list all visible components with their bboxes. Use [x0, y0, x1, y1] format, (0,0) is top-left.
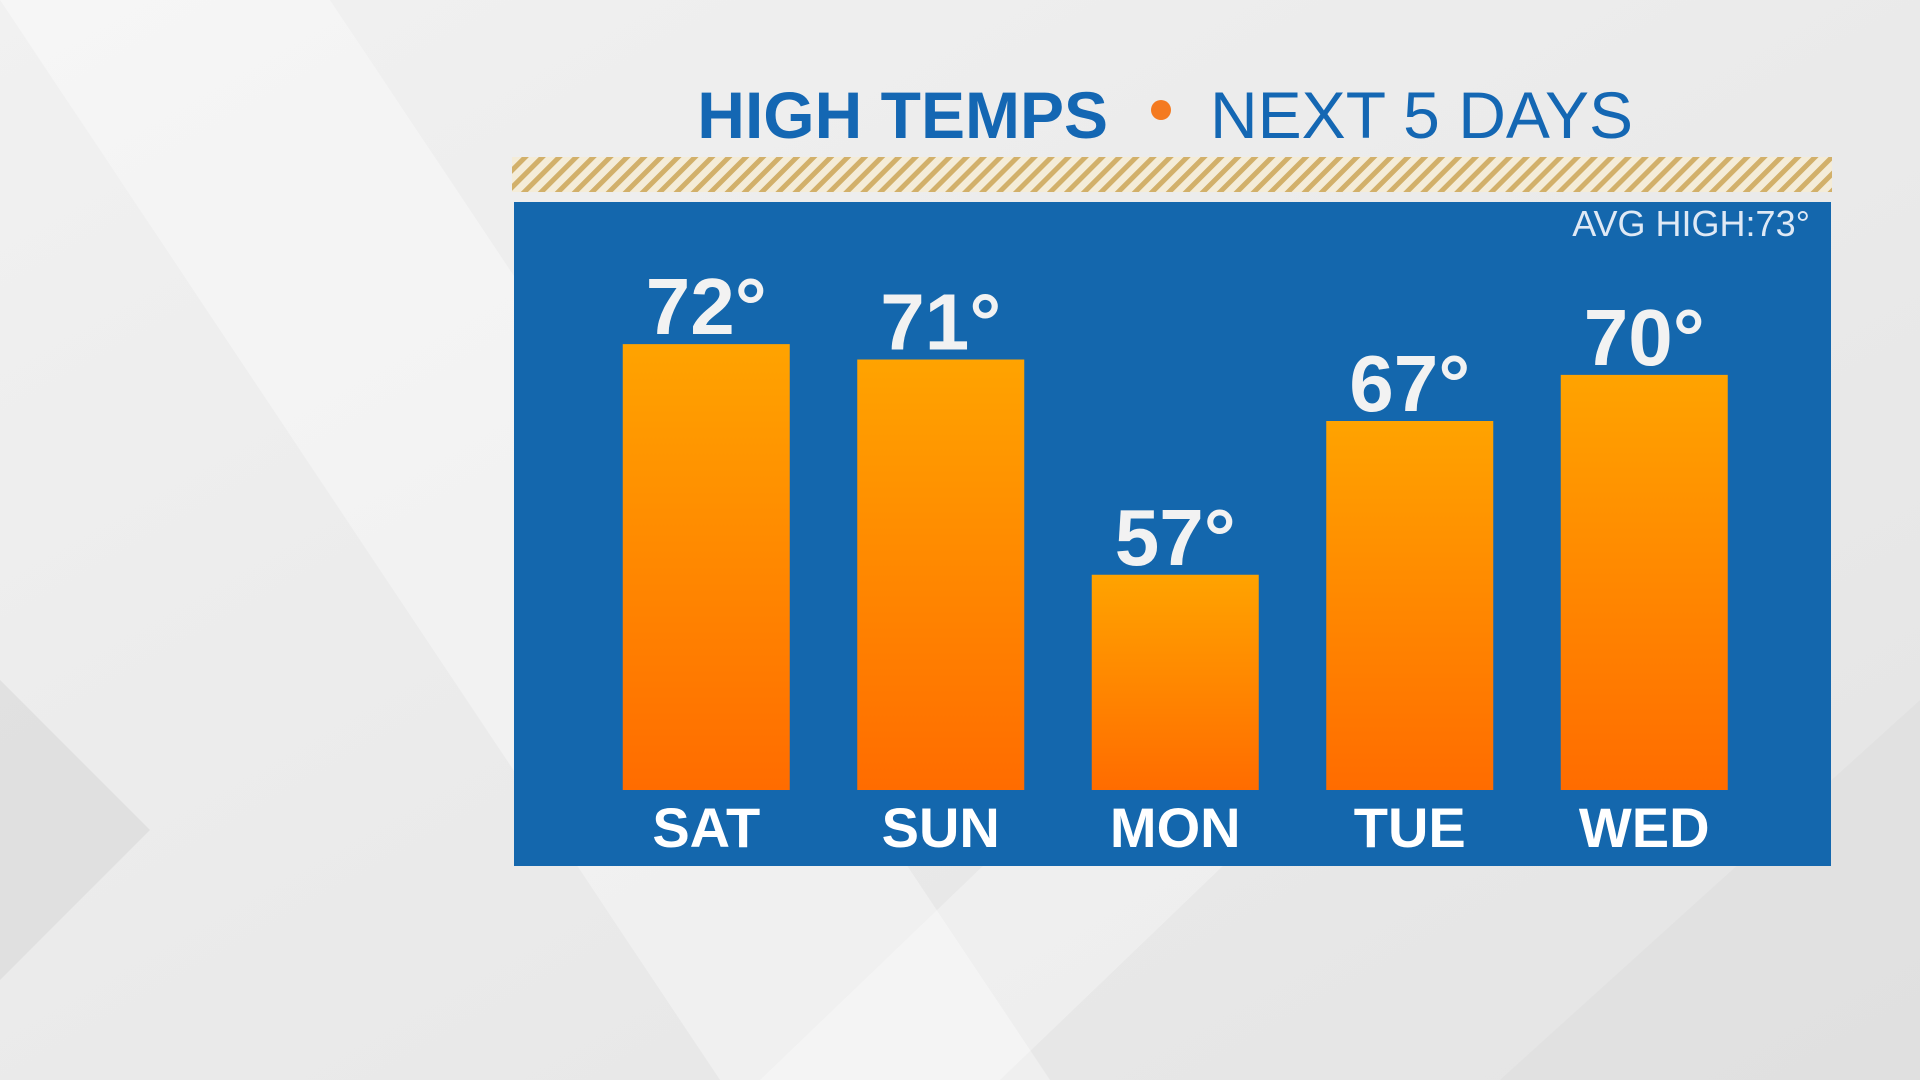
data-label: 70° — [1584, 293, 1705, 382]
chart-subtitle: NEXT 5 DAYS — [1210, 78, 1633, 152]
data-label: 71° — [880, 278, 1001, 367]
x-tick-label: WED — [1579, 796, 1710, 859]
data-label: 67° — [1349, 339, 1470, 428]
data-label: 72° — [646, 262, 767, 351]
bar — [857, 359, 1025, 790]
bg-shape — [0, 680, 150, 980]
bar — [1560, 374, 1728, 790]
bar — [622, 344, 790, 790]
bar — [1091, 574, 1259, 790]
plot: 72° SAT 71° SUN 57° MON 67° TUE 70° WED — [622, 262, 1728, 859]
bar — [1326, 421, 1494, 790]
data-label: 57° — [1115, 493, 1236, 582]
title-separator — [1151, 100, 1171, 120]
x-tick-label: MON — [1110, 796, 1241, 859]
decor-band — [512, 157, 1832, 192]
x-tick-label: TUE — [1354, 796, 1466, 859]
x-tick-label: SUN — [882, 796, 1000, 859]
chart-title: HIGH TEMPS — [697, 78, 1108, 152]
annotation: AVG HIGH:73° — [1572, 203, 1810, 244]
x-tick-label: SAT — [652, 796, 760, 859]
